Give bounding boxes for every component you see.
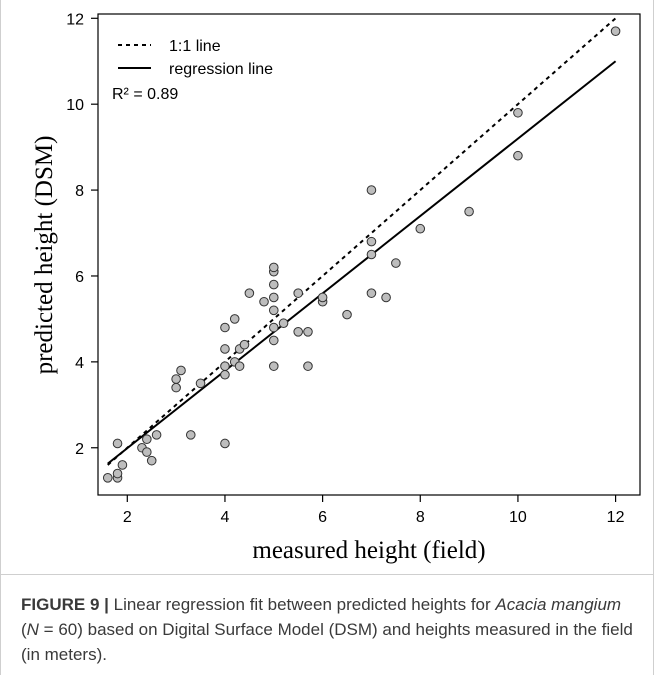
data-point: [142, 447, 152, 457]
data-point: [342, 309, 352, 320]
data-point: [366, 236, 377, 247]
y-tick-label: 10: [66, 97, 84, 114]
scatter-plot: 2 4 6 8 10 12 2 4 6 8 10 12 1:1 line regression lin…: [31, 11, 641, 564]
caption-text-2: (: [21, 620, 27, 639]
data-point: [220, 344, 230, 354]
r-squared-annotation: R² = 0.89: [112, 86, 178, 103]
data-point: [268, 322, 279, 333]
data-point: [244, 288, 255, 298]
caption-text-3: = 60) based on Digital Surface Model (DS…: [21, 620, 633, 664]
y-tick-label: 4: [75, 355, 84, 372]
axis-ticks: 2 4 6 8 10 12 2 4 6 8 10 12: [66, 11, 624, 526]
caption-n-symbol: N: [26, 620, 39, 639]
x-tick-label: 12: [607, 509, 625, 526]
figure-caption: FIGURE 9 | Linear regression fit between…: [21, 592, 636, 667]
caption-text-1: Linear regression fit between predicted …: [108, 595, 496, 614]
data-point: [220, 438, 230, 449]
data-point: [176, 365, 186, 376]
x-axis-label: measured height (field): [252, 537, 485, 564]
data-point: [303, 361, 313, 371]
data-point: [239, 339, 250, 350]
data-point: [102, 473, 113, 483]
data-point: [293, 288, 303, 298]
data-point: [268, 279, 279, 290]
data-point: [381, 292, 391, 303]
data-point: [268, 335, 279, 346]
x-tick-label: 8: [416, 509, 425, 526]
legend-label-regression: regression line: [169, 61, 273, 78]
data-point: [220, 369, 230, 380]
data-point: [268, 262, 279, 273]
data-point: [513, 107, 523, 118]
data-point: [220, 361, 230, 371]
x-tick-label: 2: [123, 509, 132, 526]
data-point: [513, 150, 523, 161]
data-point: [293, 327, 303, 337]
data-point: [185, 430, 196, 440]
data-point: [317, 292, 328, 303]
caption-label: FIGURE 9 |: [21, 595, 109, 614]
x-tick-label: 4: [221, 509, 230, 526]
data-point: [366, 185, 377, 195]
caption-species: Acacia mangium: [495, 595, 622, 614]
data-point: [151, 430, 162, 440]
data-point: [117, 460, 128, 470]
data-point: [366, 249, 377, 260]
one-to-one-line: [107, 17, 617, 466]
data-point: [610, 26, 621, 36]
data-point: [234, 361, 245, 371]
data-point: [268, 305, 279, 316]
data-points: [102, 26, 621, 483]
data-point: [303, 327, 313, 337]
data-point: [146, 455, 157, 466]
y-tick-label: 6: [75, 269, 84, 286]
x-tick-label: 6: [318, 509, 327, 526]
x-tick-label: 10: [509, 509, 527, 526]
data-point: [171, 374, 181, 384]
data-point: [464, 206, 474, 217]
y-tick-label: 2: [75, 441, 84, 458]
data-point: [142, 434, 152, 444]
y-tick-label: 8: [75, 183, 84, 200]
legend-label-1to1: 1:1 line: [169, 38, 221, 55]
data-point: [229, 314, 240, 324]
data-point: [366, 288, 377, 298]
data-point: [259, 296, 269, 307]
data-point: [171, 382, 181, 393]
data-point: [220, 322, 230, 333]
fit-lines: [107, 17, 617, 466]
plot-frame: [97, 13, 641, 496]
data-point: [268, 361, 279, 371]
data-point: [112, 468, 123, 479]
data-point: [112, 438, 123, 449]
data-point: [278, 318, 289, 329]
caption-box: [1, 574, 654, 675]
data-point: [391, 258, 401, 268]
data-point: [415, 223, 426, 234]
data-point: [195, 378, 206, 389]
regression-line: [107, 60, 617, 465]
y-tick-label: 12: [66, 11, 84, 28]
y-axis-label: predicted height (DSM): [31, 136, 58, 375]
data-point: [268, 292, 279, 303]
legend: 1:1 line regression line R² = 0.89: [112, 38, 273, 103]
